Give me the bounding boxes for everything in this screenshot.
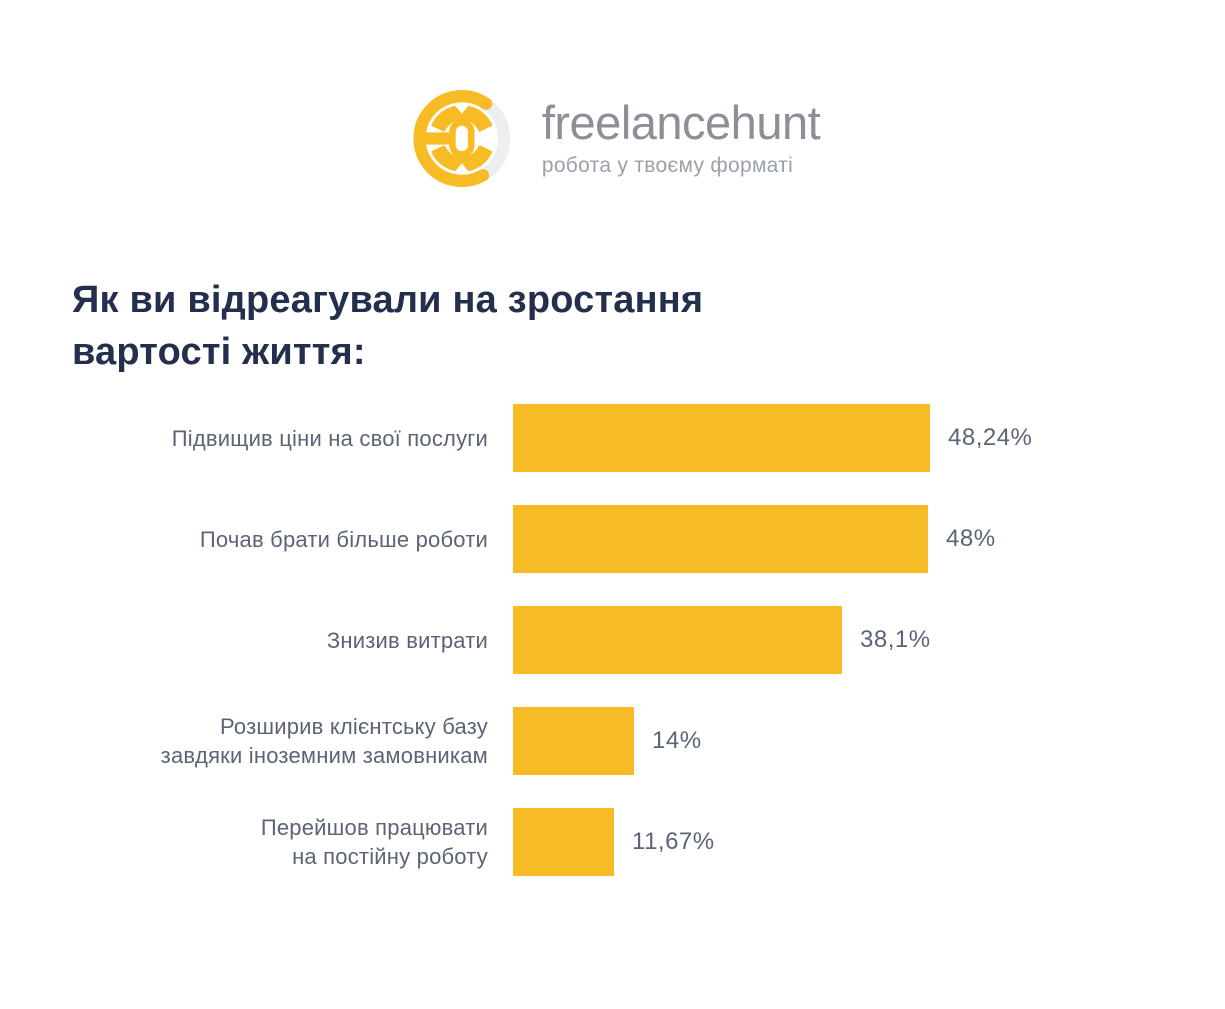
logo-text: freelancehunt робота у твоєму форматі — [541, 96, 821, 178]
bar-area: 48% — [513, 505, 996, 573]
bar-area: 11,67% — [513, 808, 715, 876]
category-label: Почав брати більше роботи — [199, 526, 488, 552]
chart-row: Почав брати більше роботи 48% — [0, 505, 1225, 573]
logo-ring-gray — [479, 98, 510, 181]
chart-title: Як ви відреагували на зростання вартості… — [72, 274, 703, 378]
freelancehunt-logo: freelancehunt робота у твоєму форматі — [405, 82, 821, 195]
value-label: 48% — [946, 525, 996, 552]
chart-row: Знизив витрати 38,1% — [0, 606, 1225, 674]
bar-area: 14% — [513, 707, 702, 775]
logo-eye-pupil — [448, 119, 475, 158]
bar — [513, 606, 842, 674]
bar-area: 48,24% — [513, 404, 1032, 472]
bar-chart: Підвищив ціни на свої послуги 48,24% Почав… — [0, 404, 1225, 876]
value-label: 48,24% — [948, 424, 1033, 451]
bar — [513, 404, 930, 472]
logo-middle-bar — [417, 132, 450, 145]
value-label: 11,67% — [632, 828, 715, 855]
category-label: Знизив витрати — [326, 627, 488, 653]
category-label: Перейшов працювати на постійну роботу — [260, 815, 488, 869]
bar — [513, 707, 634, 775]
chart-row: Перейшов працювати на постійну роботу 11,… — [0, 808, 1225, 876]
logo-eye-bottom — [430, 145, 492, 172]
logo-eye-top — [430, 105, 492, 132]
logo-tagline: робота у твоєму форматі — [541, 154, 794, 177]
chart-row: Розширив клієнтську базу завдяки іноземн… — [0, 707, 1225, 775]
bar — [513, 505, 928, 573]
bar — [513, 808, 614, 876]
value-label: 14% — [652, 727, 702, 754]
logo-wordmark: freelancehunt — [541, 96, 821, 149]
bar-area: 38,1% — [513, 606, 931, 674]
category-label: Підвищив ціни на свої послуги — [171, 425, 488, 451]
category-label: Розширив клієнтську базу завдяки іноземн… — [160, 714, 488, 768]
chart-title-line1: Як ви відреагували на зростання — [72, 279, 704, 321]
chart-title-line2: вартості життя: — [72, 331, 366, 373]
chart-row: Підвищив ціни на свої послуги 48,24% — [0, 404, 1225, 472]
freelancehunt-logo-icon — [405, 82, 518, 195]
value-label: 38,1% — [860, 626, 931, 653]
